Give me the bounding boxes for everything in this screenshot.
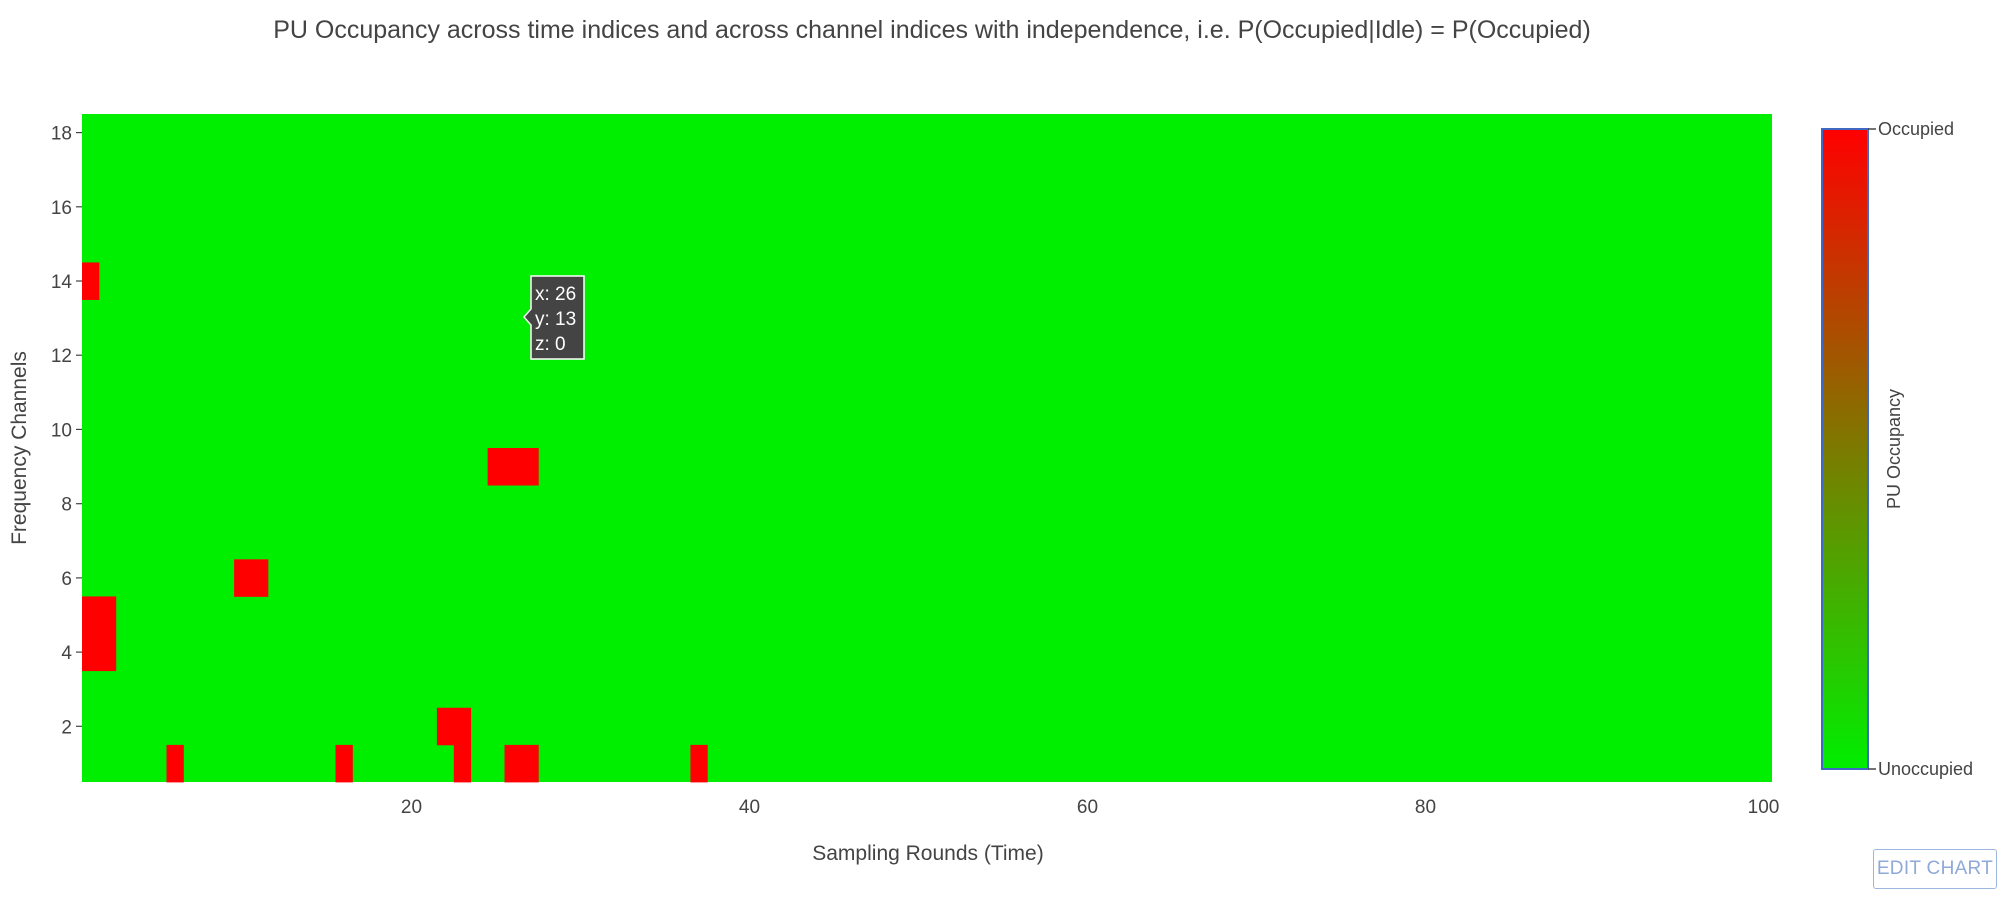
edit-chart-button[interactable]: EDIT CHART xyxy=(1873,849,1997,889)
heatmap-cell[interactable] xyxy=(504,448,522,486)
y-tick-label: 10 xyxy=(51,420,72,441)
y-tick-label: 4 xyxy=(61,643,72,664)
colorbar-title: PU Occupancy xyxy=(1884,389,1904,509)
heatmap-cell[interactable] xyxy=(98,633,117,672)
heatmap-cell[interactable] xyxy=(504,744,522,783)
colorbar xyxy=(1821,128,1869,770)
y-tick-label: 16 xyxy=(51,198,72,219)
heatmap-cell[interactable] xyxy=(521,448,539,486)
x-axis-ticks: 20 40 60 80 100 xyxy=(401,797,1779,818)
heatmap-cell[interactable] xyxy=(82,596,100,634)
tooltip-z: z: 0 xyxy=(535,334,566,355)
heatmap-cell[interactable] xyxy=(234,559,252,597)
heatmap-cell[interactable] xyxy=(82,633,100,672)
chart-title: PU Occupancy across time indices and acr… xyxy=(273,16,1591,44)
heatmap-cells[interactable] xyxy=(82,114,1772,783)
heatmap-cell[interactable] xyxy=(98,596,117,634)
y-tick-label: 12 xyxy=(51,346,72,367)
tooltip-x: x: 26 xyxy=(535,284,576,305)
tooltip-y: y: 13 xyxy=(535,309,576,330)
y-tick-label: 8 xyxy=(61,495,72,516)
x-tick-label: 80 xyxy=(1415,797,1436,818)
y-tick-label: 2 xyxy=(61,717,72,738)
heatmap-cell[interactable] xyxy=(251,559,269,597)
heatmap-cell[interactable] xyxy=(487,448,505,486)
heatmap-cell[interactable] xyxy=(453,707,472,746)
x-tick-label: 60 xyxy=(1077,797,1098,818)
x-axis-title: Sampling Rounds (Time) xyxy=(812,842,1043,865)
heatmap-cell[interactable] xyxy=(436,707,455,746)
x-tick-label: 40 xyxy=(739,797,760,818)
y-tick-label: 18 xyxy=(51,124,72,145)
x-tick-label: 100 xyxy=(1748,797,1780,818)
heatmap-cell[interactable] xyxy=(453,744,472,783)
y-axis-title: Frequency Channels xyxy=(8,351,31,545)
heatmap-cell[interactable] xyxy=(335,744,353,783)
x-tick-label: 20 xyxy=(401,797,422,818)
heatmap-cell[interactable] xyxy=(690,744,708,783)
y-tick-label: 14 xyxy=(51,272,73,293)
colorbar-tick-unoccupied: Unoccupied xyxy=(1878,759,1973,779)
heatmap-cell[interactable] xyxy=(166,744,184,783)
y-axis-ticks: 2 4 6 8 10 12 14 16 18 xyxy=(51,124,82,738)
hover-tooltip: x: 26 y: 13 z: 0 xyxy=(523,275,585,360)
y-tick-label: 6 xyxy=(61,569,72,590)
heatmap-cell[interactable] xyxy=(82,262,100,300)
colorbar-tick-occupied: Occupied xyxy=(1878,119,1954,139)
heatmap-background xyxy=(82,114,1772,782)
heatmap-cell[interactable] xyxy=(521,744,539,783)
